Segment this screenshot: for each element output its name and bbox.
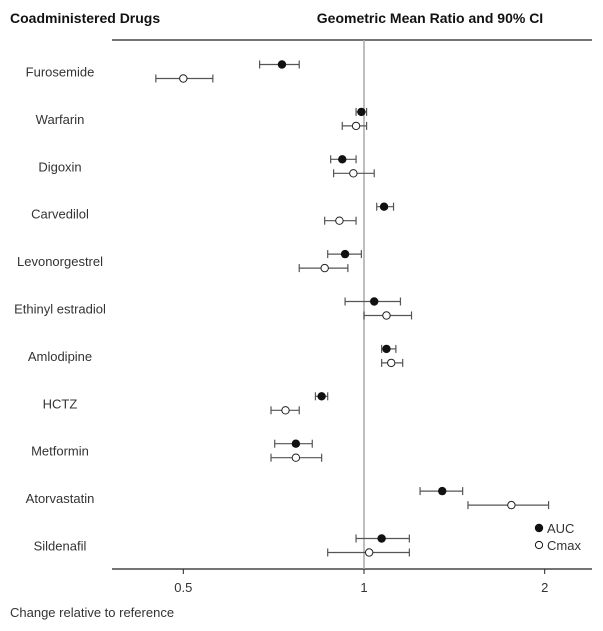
row-sildenafil: Sildenafil [34,534,410,557]
drug-label: Ethinyl estradiol [14,302,106,317]
cmax-point [335,216,344,225]
row-levonorgestrel: Levonorgestrel [17,249,362,273]
cmax-point [281,406,290,415]
auc-point [317,392,326,401]
auc-point [438,486,447,496]
row-carvedilol: Carvedilol [31,202,395,225]
x-tick-label: 1 [360,580,367,595]
drug-label: Levonorgestrel [17,254,103,269]
auc-point [377,534,386,543]
chart-title: Geometric Mean Ratio and 90% CI [317,10,543,26]
row-header: Coadministered Drugs [10,10,160,26]
auc-point [379,202,389,211]
cmax-point [291,453,301,462]
row-hctz: HCTZ [43,392,329,415]
legend-auc-marker [534,523,544,533]
auc-point [370,297,379,306]
auc-point [338,155,347,164]
cmax-point [351,121,361,131]
cmax-point [349,169,358,178]
legend-cmax-label: Cmax [547,538,581,553]
cmax-point [387,358,396,368]
auc-point [277,60,287,69]
drug-label: Carvedilol [31,207,89,222]
auc-point [357,107,366,117]
row-digoxin: Digoxin [38,155,375,178]
drug-label: Furosemide [26,65,95,80]
cmax-point [364,548,374,557]
drug-label: Metformin [31,444,89,459]
drug-label: Digoxin [38,159,81,174]
drug-label: Atorvastatin [26,491,95,506]
cmax-point [507,500,516,510]
row-amlodipine: Amlodipine [28,344,404,368]
legend-cmax-marker [534,540,544,550]
row-warfarin: Warfarin [36,107,368,131]
row-atorvastatin: Atorvastatin [26,486,550,510]
drug-label: Sildenafil [34,539,87,554]
cmax-point [179,74,188,83]
row-metformin: Metformin [31,439,323,462]
row-ethinyl-estradiol: Ethinyl estradiol [14,297,413,320]
drug-label: Amlodipine [28,349,92,364]
x-tick-label: 0.5 [174,580,192,595]
cmax-point [320,263,329,273]
x-axis-label: Change relative to reference [10,605,174,620]
legend-auc-label: AUC [547,521,574,536]
legend: AUC Cmax [534,521,581,553]
auc-point [382,344,391,354]
row-furosemide: Furosemide [26,60,300,83]
auc-point [340,249,350,259]
x-tick-label: 2 [541,580,548,595]
drug-label: Warfarin [36,112,85,127]
drug-label: HCTZ [43,396,78,411]
auc-point [291,439,301,448]
cmax-point [382,311,391,320]
